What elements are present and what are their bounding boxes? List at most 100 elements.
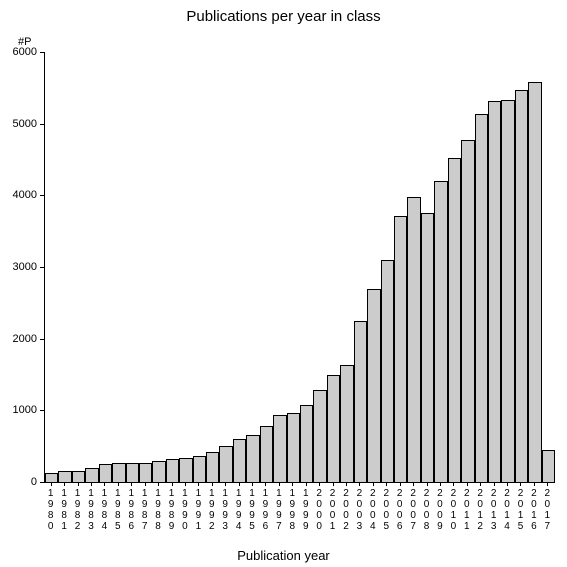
x-tick-mark — [185, 482, 186, 486]
x-tick-mark — [172, 482, 173, 486]
bar — [112, 463, 125, 482]
x-tick: 1 9 8 5 — [111, 482, 124, 542]
x-tick: 2 0 0 3 — [353, 482, 366, 542]
bar — [448, 158, 461, 482]
x-tick: 1 9 8 7 — [138, 482, 151, 542]
x-tick-label: 2 0 1 2 — [474, 488, 487, 532]
bar — [152, 461, 165, 483]
x-tick: 1 9 9 1 — [192, 482, 205, 542]
x-tick: 1 9 9 8 — [286, 482, 299, 542]
bar — [542, 450, 555, 482]
x-tick-mark — [413, 482, 414, 486]
x-tick: 2 0 1 0 — [447, 482, 460, 542]
x-tick-label: 1 9 8 6 — [125, 488, 138, 532]
bar — [260, 426, 273, 482]
x-tick-mark — [440, 482, 441, 486]
x-tick: 2 0 1 6 — [527, 482, 540, 542]
x-tick: 2 0 1 7 — [541, 482, 554, 542]
x-tick-mark — [104, 482, 105, 486]
x-tick: 1 9 9 4 — [232, 482, 245, 542]
y-tick-label: 2000 — [13, 333, 37, 345]
x-tick-label: 1 9 9 7 — [272, 488, 285, 532]
bar — [85, 468, 98, 482]
bar — [501, 100, 514, 482]
y-tick-label: 5000 — [13, 118, 37, 130]
x-tick-label: 1 9 9 6 — [259, 488, 272, 532]
x-tick: 2 0 0 0 — [312, 482, 325, 542]
y-tick-label: 1000 — [13, 404, 37, 416]
x-tick: 2 0 1 1 — [460, 482, 473, 542]
x-tick-mark — [373, 482, 374, 486]
x-tick-mark — [333, 482, 334, 486]
x-tick-mark — [131, 482, 132, 486]
x-tick-label: 1 9 9 1 — [192, 488, 205, 532]
x-tick-mark — [346, 482, 347, 486]
x-tick: 2 0 1 5 — [514, 482, 527, 542]
x-tick-mark — [225, 482, 226, 486]
x-tick: 2 0 1 3 — [487, 482, 500, 542]
x-tick-mark — [239, 482, 240, 486]
x-tick-label: 1 9 8 3 — [84, 488, 97, 532]
bar — [246, 435, 259, 482]
x-tick: 1 9 9 7 — [272, 482, 285, 542]
x-tick-label: 1 9 9 3 — [218, 488, 231, 532]
x-tick: 2 0 0 5 — [380, 482, 393, 542]
x-tick: 2 0 0 9 — [433, 482, 446, 542]
x-tick: 2 0 0 2 — [339, 482, 352, 542]
x-tick: 1 9 8 6 — [125, 482, 138, 542]
x-tick: 2 0 0 7 — [406, 482, 419, 542]
x-tick-label: 2 0 1 6 — [527, 488, 540, 532]
chart-title: Publications per year in class — [0, 8, 567, 25]
y-tick-label: 0 — [31, 476, 37, 488]
x-tick: 2 0 0 8 — [420, 482, 433, 542]
bar — [313, 390, 326, 482]
x-tick-mark — [386, 482, 387, 486]
bar — [179, 458, 192, 482]
x-tick-mark — [118, 482, 119, 486]
x-tick-label: 1 9 8 4 — [98, 488, 111, 532]
bar — [58, 471, 71, 482]
x-tick: 1 9 9 3 — [218, 482, 231, 542]
x-tick-label: 2 0 0 7 — [406, 488, 419, 532]
bar — [327, 375, 340, 483]
x-tick-label: 1 9 9 5 — [245, 488, 258, 532]
x-tick-mark — [91, 482, 92, 486]
bar — [45, 473, 58, 482]
x-tick-label: 2 0 1 0 — [447, 488, 460, 532]
x-tick: 1 9 8 8 — [151, 482, 164, 542]
x-tick-label: 2 0 1 4 — [500, 488, 513, 532]
bar — [340, 365, 353, 482]
x-tick-label: 2 0 1 3 — [487, 488, 500, 532]
x-tick-mark — [78, 482, 79, 486]
x-tick: 2 0 1 4 — [500, 482, 513, 542]
x-tick-mark — [319, 482, 320, 486]
x-tick-label: 2 0 0 8 — [420, 488, 433, 532]
x-tick-label: 2 0 1 1 — [460, 488, 473, 532]
x-tick: 1 9 9 0 — [178, 482, 191, 542]
x-tick: 1 9 8 9 — [165, 482, 178, 542]
x-tick-mark — [453, 482, 454, 486]
x-tick-label: 2 0 0 6 — [393, 488, 406, 532]
bar — [421, 213, 434, 482]
x-tick: 1 9 9 2 — [205, 482, 218, 542]
bars-group — [45, 52, 555, 482]
bar — [219, 446, 232, 482]
bar — [528, 82, 541, 482]
x-tick: 2 0 1 2 — [474, 482, 487, 542]
bar — [72, 471, 85, 482]
y-axis-ticks: 0100020003000400050006000 — [0, 52, 44, 482]
x-tick: 1 9 8 4 — [98, 482, 111, 542]
x-tick: 1 9 9 5 — [245, 482, 258, 542]
x-tick-mark — [212, 482, 213, 486]
x-tick-mark — [400, 482, 401, 486]
x-tick-label: 2 0 1 5 — [514, 488, 527, 532]
bar — [287, 413, 300, 482]
x-tick-label: 2 0 0 9 — [433, 488, 446, 532]
bar — [99, 464, 112, 482]
x-tick-label: 1 9 8 2 — [71, 488, 84, 532]
x-tick-label: 1 9 8 9 — [165, 488, 178, 532]
x-tick-mark — [359, 482, 360, 486]
bar — [394, 216, 407, 482]
x-tick-label: 1 9 8 0 — [44, 488, 57, 532]
x-tick-mark — [279, 482, 280, 486]
